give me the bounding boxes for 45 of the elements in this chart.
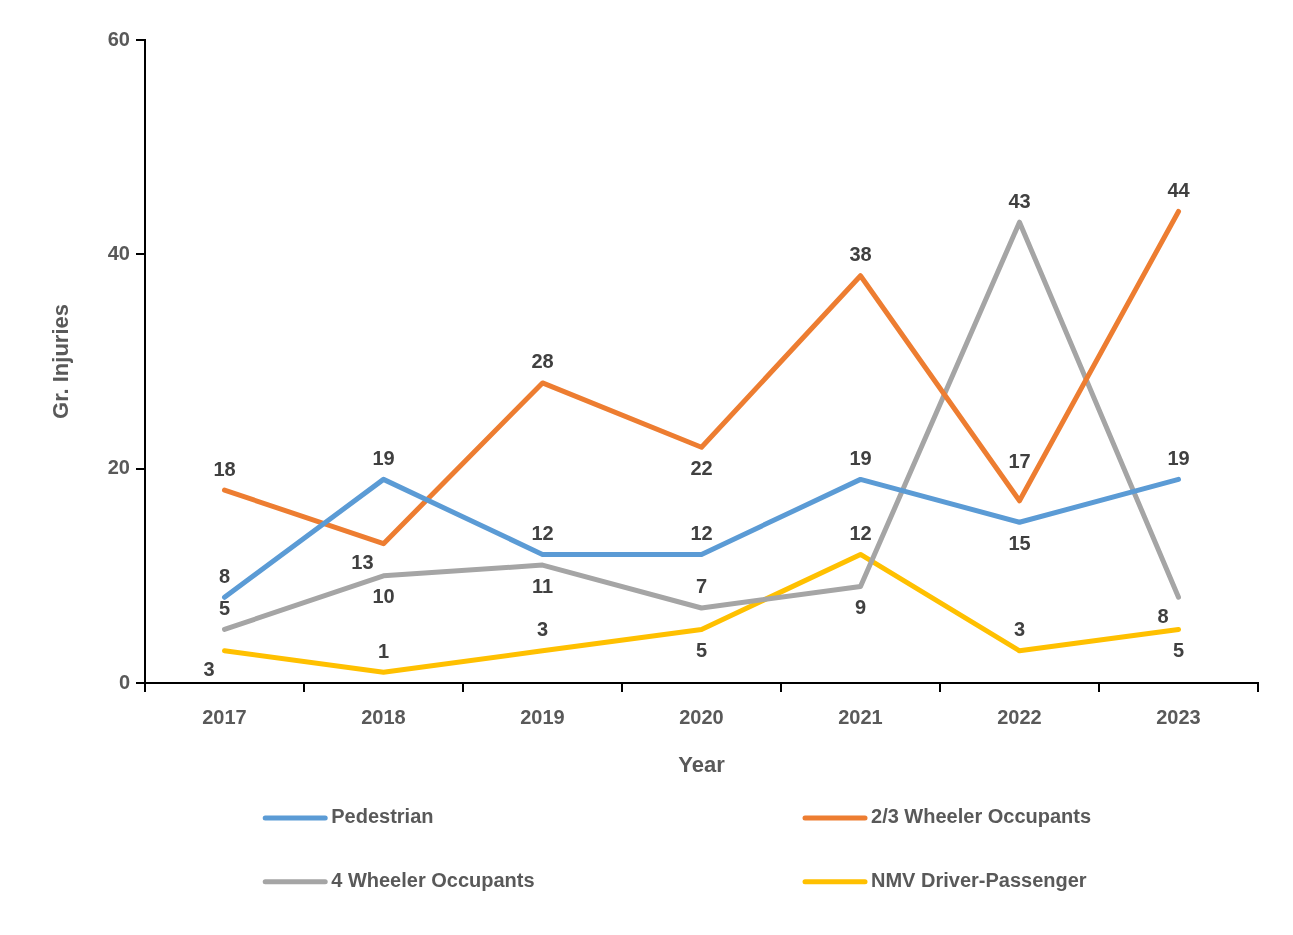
data-label: 5 [695, 638, 708, 661]
data-label: 12 [531, 521, 554, 544]
x-tick-label: 2022 [997, 705, 1042, 728]
y-tick-label: 20 [107, 456, 130, 479]
data-label: 9 [854, 596, 867, 619]
legend-label: 2/3 Wheeler Occupants [871, 805, 1092, 828]
legend-label: NMV Driver-Passenger [871, 869, 1087, 892]
data-label: 18 [213, 457, 236, 480]
data-label: 43 [1008, 189, 1031, 212]
y-tick-label: 60 [107, 27, 130, 50]
x-tick-label: 2017 [202, 705, 247, 728]
data-label: 17 [1008, 450, 1031, 473]
data-label: 19 [372, 446, 395, 469]
data-label: 38 [849, 243, 872, 266]
y-tick-label: 0 [118, 670, 130, 693]
x-tick-label: 2018 [361, 705, 406, 728]
data-label: 8 [218, 564, 231, 587]
data-label: 10 [372, 585, 395, 608]
x-tick-label: 2021 [838, 705, 883, 728]
data-label: 44 [1167, 178, 1191, 201]
data-label: 12 [690, 521, 713, 544]
data-label: 11 [531, 574, 554, 597]
legend-label: Pedestrian [331, 805, 434, 828]
x-tick-label: 2020 [679, 705, 724, 728]
data-label: 3 [1013, 618, 1026, 641]
data-label: 12 [849, 521, 872, 544]
data-label: 3 [536, 618, 549, 641]
data-label: 19 [849, 446, 872, 469]
data-label: 19 [1167, 446, 1190, 469]
data-label: 15 [1008, 531, 1031, 554]
y-axis-title: Gr. Injuries [48, 304, 74, 419]
data-label: 5 [218, 596, 231, 619]
data-label: 3 [203, 658, 215, 681]
y-tick-label: 40 [107, 241, 130, 264]
data-label: 13 [351, 551, 374, 574]
x-tick-label: 2019 [520, 705, 565, 728]
legend-label: 4 Wheeler Occupants [331, 869, 535, 892]
data-label: 7 [695, 575, 708, 598]
data-label: 5 [1172, 638, 1185, 661]
data-label: 22 [690, 456, 713, 479]
data-label: 8 [1157, 604, 1169, 627]
data-label: 28 [531, 350, 554, 373]
x-tick-label: 2023 [1156, 705, 1201, 728]
data-label: 1 [377, 639, 390, 662]
x-axis-title: Year [678, 751, 726, 777]
